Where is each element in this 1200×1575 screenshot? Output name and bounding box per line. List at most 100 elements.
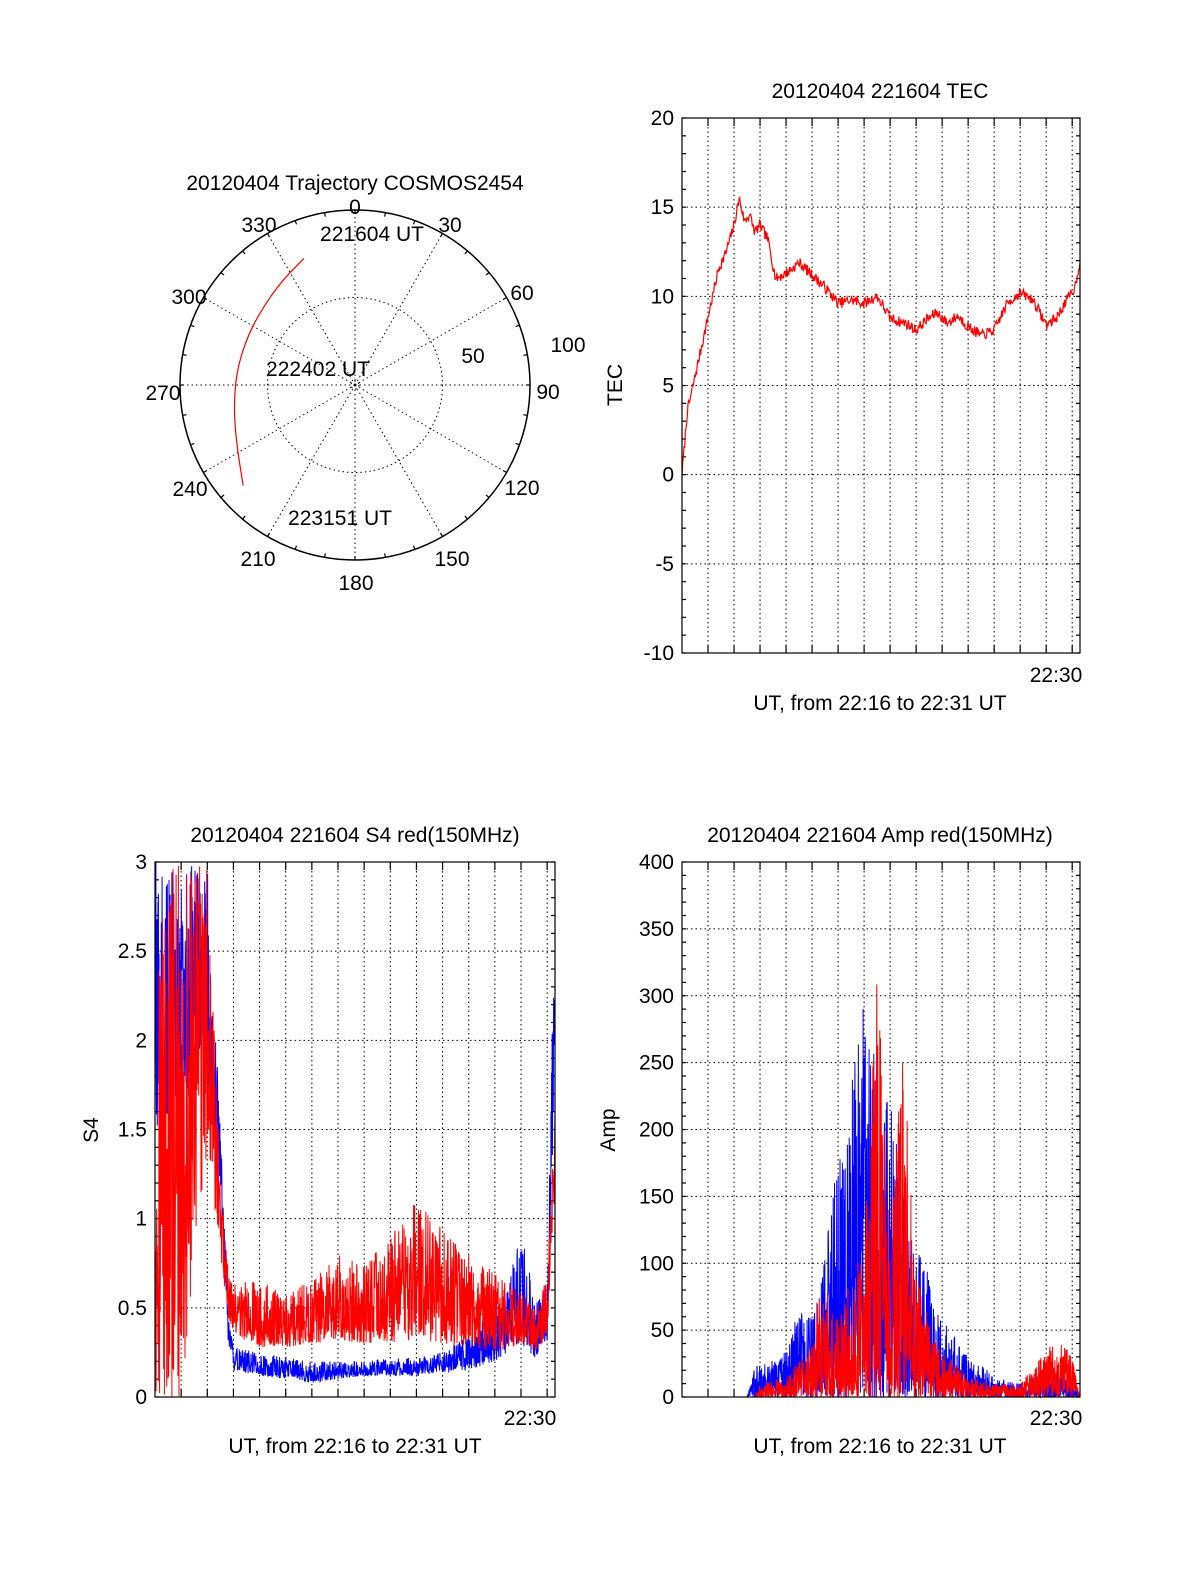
trajectory-line <box>233 257 305 486</box>
polar-azimuth-label: 0 <box>349 196 361 219</box>
polar-tick <box>502 469 507 474</box>
polar-tick <box>412 220 416 225</box>
s4-y-tick-label: 2.5 <box>118 940 147 963</box>
polar-azimuth-label: 120 <box>504 477 539 500</box>
amp-x-tick-label: 22:30 <box>1030 1407 1083 1430</box>
polar-azimuth-label: 30 <box>438 214 461 237</box>
s4-x-tick-label: 22:30 <box>504 1407 557 1430</box>
polar-tick <box>464 250 468 255</box>
polar-ring-50 <box>267 297 443 473</box>
tec-y-tick-label: 10 <box>651 285 674 308</box>
s4-y-tick-label: 1.5 <box>118 1119 147 1142</box>
s4-chart-title: 20120404 221604 S4 red(150MHz) <box>190 824 519 847</box>
tec-y-tick-label: 15 <box>651 196 674 219</box>
amp-y-axis-label: Amp <box>597 1108 620 1151</box>
polar-azimuth-ticks <box>180 210 530 560</box>
polar-tick <box>294 545 298 550</box>
s4-plot-frame <box>154 861 556 1398</box>
polar-tick <box>523 354 528 356</box>
amp-chart: 20120404 221604 Amp red(150MHz) 0 50 100 15… <box>597 824 1082 1458</box>
polar-chart-title: 20120404 Trajectory COSMOS2454 <box>186 172 524 195</box>
polar-tick <box>464 515 468 520</box>
amp-y-tick-label: 100 <box>639 1252 674 1275</box>
polar-tick <box>439 532 444 537</box>
amp-y-tick-label: 200 <box>639 1119 674 1142</box>
polar-tick <box>190 442 195 446</box>
polar-azimuth-labels: 0 30 60 90 120 150 180 210 240 270 300 330 <box>145 196 559 595</box>
amp-y-tick-label: 300 <box>639 985 674 1008</box>
polar-spoke <box>203 384 356 473</box>
s4-x-axis-label: UT, from 22:16 to 22:31 UT <box>228 1435 481 1458</box>
polar-tick <box>242 515 246 520</box>
polar-grid <box>180 210 530 560</box>
tec-y-tick-label: -10 <box>644 642 674 665</box>
polar-radial-label: 100 <box>550 334 585 357</box>
s4-y-tick-label: 1 <box>135 1208 147 1231</box>
tec-y-tick-label: 5 <box>662 375 674 398</box>
polar-spoke <box>354 297 507 386</box>
tec-chart-title: 20120404 221604 TEC <box>772 80 989 103</box>
s4-chart: 20120404 221604 S4 red(150MHz) 0 0.5 1 1.5 2… <box>80 824 556 1458</box>
tec-x-axis-label: UT, from 22:16 to 22:31 UT <box>753 692 1006 715</box>
polar-azimuth-label: 150 <box>434 548 469 571</box>
polar-tick <box>324 212 326 217</box>
polar-azimuth-label: 180 <box>338 572 373 595</box>
polar-tick <box>523 414 528 416</box>
polar-tick <box>190 324 195 328</box>
s4-y-tick-label: 3 <box>135 851 147 874</box>
amp-y-tick-label: 150 <box>639 1185 674 1208</box>
amp-chart-title: 20120404 221604 Amp red(150MHz) <box>707 824 1053 847</box>
polar-azimuth-label: 300 <box>171 286 206 309</box>
polar-tick <box>266 532 271 537</box>
amp-y-tick-label: 350 <box>639 918 674 941</box>
polar-tick <box>266 233 271 238</box>
polar-azimuth-label: 240 <box>172 478 207 501</box>
polar-azimuth-label: 210 <box>240 548 275 571</box>
polar-tick <box>502 296 507 301</box>
polar-azimuth-label: 60 <box>510 282 533 305</box>
polar-tick <box>182 414 187 416</box>
amp-x-axis-label: UT, from 22:16 to 22:31 UT <box>753 1435 1006 1458</box>
polar-tick <box>485 494 490 498</box>
s4-y-axis-label: S4 <box>80 1117 103 1143</box>
polar-center <box>350 380 360 390</box>
s4-y-tick-label: 0.5 <box>118 1297 147 1320</box>
polar-tick <box>439 233 444 238</box>
polar-tick <box>384 553 386 558</box>
polar-radial-label: 50 <box>461 345 484 368</box>
s4-y-tick-labels: 0 0.5 1 1.5 2 2.5 3 <box>118 851 147 1409</box>
tec-y-tick-label: -5 <box>655 553 674 576</box>
polar-trajectory-chart: 20120404 Trajectory COSMOS2454 0 30 60 90 12… <box>145 172 585 595</box>
polar-radial-labels: 50 100 <box>461 334 585 368</box>
polar-tick <box>220 272 225 276</box>
s4-series-group <box>154 862 556 1397</box>
tec-series-line <box>681 195 1081 478</box>
amp-plot-frame <box>681 861 1081 1398</box>
amp-y-tick-label: 50 <box>651 1319 674 1342</box>
polar-tick <box>203 469 208 474</box>
amp-y-tick-labels: 0 50 100 150 200 250 300 350 400 <box>639 851 674 1409</box>
trajectory-annotation: 223151 UT <box>288 507 392 530</box>
amp-y-tick-label: 400 <box>639 851 674 874</box>
s4-y-tick-label: 2 <box>135 1029 147 1052</box>
polar-azimuth-label: 90 <box>536 381 559 404</box>
amp-y-tick-label: 0 <box>662 1386 674 1409</box>
polar-tick <box>220 494 225 498</box>
tec-x-tick-label: 22:30 <box>1030 664 1083 687</box>
tec-y-tick-label: 20 <box>651 107 674 130</box>
tec-y-tick-labels: -10 -5 0 5 10 15 20 <box>644 107 674 665</box>
polar-tick <box>485 272 490 276</box>
polar-tick <box>203 296 208 301</box>
trajectory-annotation: 222402 UT <box>266 358 370 381</box>
polar-tick <box>242 250 246 255</box>
tec-grid <box>682 117 1080 654</box>
polar-tick <box>515 324 520 328</box>
trajectory-annotations: 221604 UT 222402 UT 223151 UT <box>266 223 424 530</box>
polar-tick <box>515 442 520 446</box>
polar-azimuth-label: 330 <box>241 214 276 237</box>
tec-y-tick-label: 0 <box>662 464 674 487</box>
amp-y-tick-label: 250 <box>639 1052 674 1075</box>
polar-tick <box>412 545 416 550</box>
